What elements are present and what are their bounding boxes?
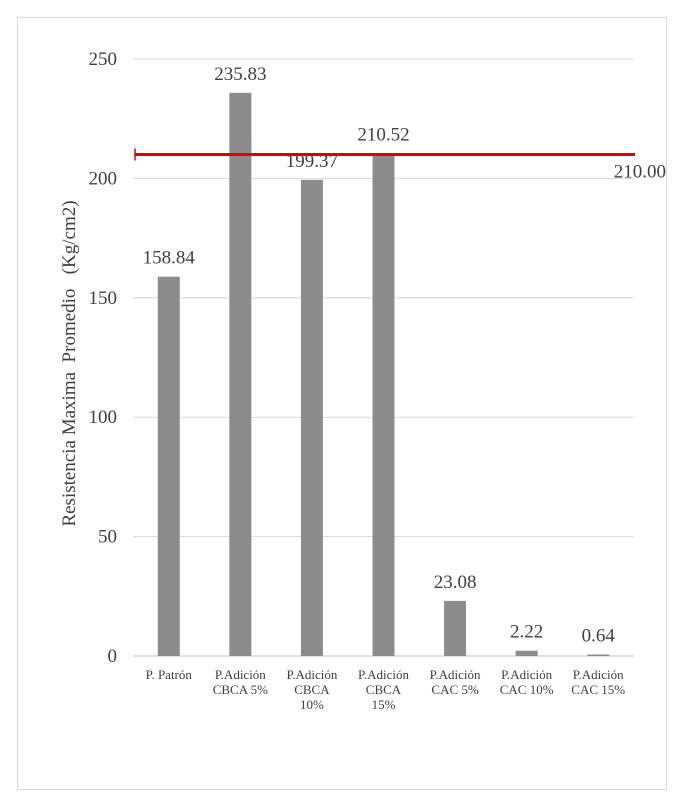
- bar: [300, 179, 323, 657]
- x-tick-label: P.Adición CAC 10%: [500, 667, 554, 697]
- data-label: 158.84: [143, 248, 196, 269]
- y-tick-label: 0: [108, 646, 118, 667]
- x-tick-label: P.Adición CAC 5%: [430, 667, 481, 697]
- x-tick-label: P.Adición CBCA 10%: [286, 667, 337, 712]
- x-tick-label: P.Adición CAC 15%: [571, 667, 625, 697]
- bar: [372, 153, 395, 656]
- reference-line-label: 210.00: [614, 162, 666, 183]
- x-tick-label: P. Patrón: [146, 667, 193, 682]
- data-label: 199.37: [286, 151, 338, 172]
- y-tick-label: 250: [89, 49, 118, 70]
- bar: [515, 650, 538, 656]
- data-label: 0.64: [582, 625, 616, 646]
- data-label: 210.52: [357, 124, 409, 145]
- data-label: 235.83: [214, 64, 266, 85]
- bar: [444, 600, 467, 656]
- y-tick-label: 200: [89, 168, 118, 189]
- y-tick-label: 50: [98, 527, 117, 548]
- y-tick-label: 150: [89, 288, 118, 309]
- bar: [229, 92, 252, 657]
- data-label: 2.22: [510, 622, 543, 643]
- bar: [157, 276, 180, 656]
- y-tick-label: 100: [89, 407, 118, 428]
- bar: [587, 654, 610, 656]
- y-axis-title: Resistencia Maxima Promedio (Kg/cm2): [59, 200, 80, 526]
- data-label: 23.08: [434, 572, 477, 593]
- chart-frame: [17, 17, 667, 790]
- x-tick-label: P.Adición CBCA 15%: [358, 667, 409, 712]
- x-tick-label: P.Adición CBCA 5%: [213, 667, 268, 697]
